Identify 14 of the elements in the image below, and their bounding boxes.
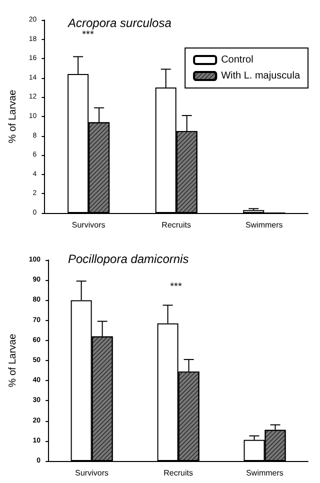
x-tick-label: Recruits [162,220,192,230]
y-axis-title: % of Larvae [8,89,18,144]
legend-label: Control [221,54,254,66]
x-tick-label: Survivors [72,220,106,230]
annotation: *** [170,282,182,292]
annotation: *** [82,30,94,40]
chart-title: Pocillopora damicornis [68,252,189,266]
x-tick-label: Swimmers [245,220,283,230]
x-tick-label: Recruits [164,468,193,478]
x-tick-label: Survivors [75,468,108,478]
chart-title: Acropora surculosa [67,16,172,30]
legend-label: With L. majuscula [221,70,300,82]
x-tick-label: Swimmers [246,468,284,478]
y-axis-title: % of Larvae [8,333,18,388]
